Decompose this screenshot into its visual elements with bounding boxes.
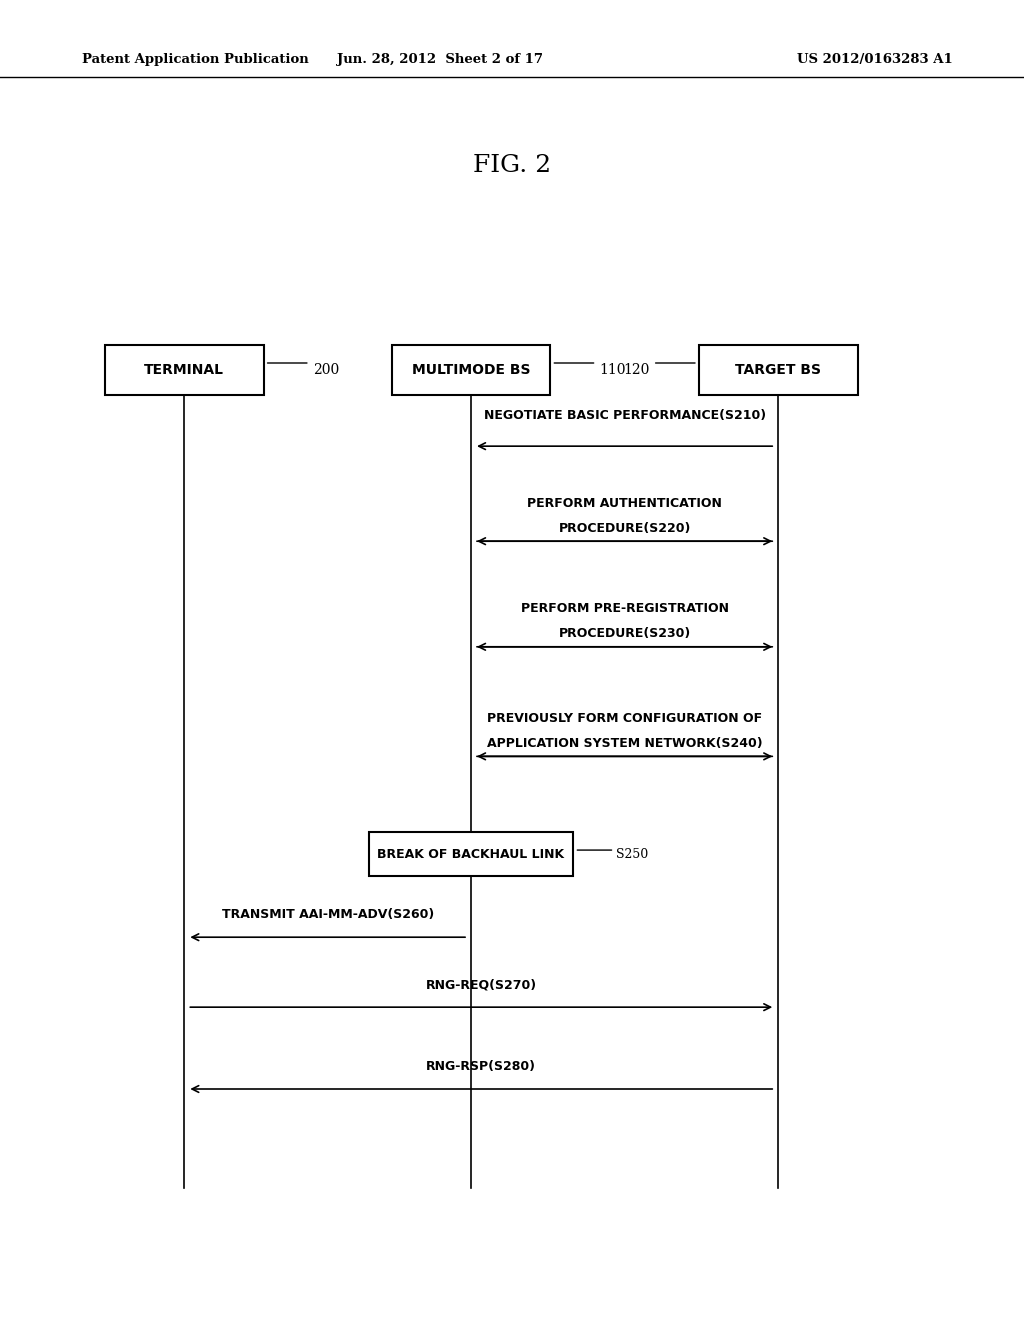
Text: TRANSMIT AAI-MM-ADV(S260): TRANSMIT AAI-MM-ADV(S260) — [221, 908, 434, 921]
Text: TARGET BS: TARGET BS — [735, 363, 821, 376]
Text: PREVIOUSLY FORM CONFIGURATION OF: PREVIOUSLY FORM CONFIGURATION OF — [487, 711, 762, 725]
Text: TERMINAL: TERMINAL — [144, 363, 224, 376]
Text: Jun. 28, 2012  Sheet 2 of 17: Jun. 28, 2012 Sheet 2 of 17 — [337, 53, 544, 66]
FancyBboxPatch shape — [104, 345, 264, 395]
Text: APPLICATION SYSTEM NETWORK(S240): APPLICATION SYSTEM NETWORK(S240) — [486, 737, 763, 750]
Text: BREAK OF BACKHAUL LINK: BREAK OF BACKHAUL LINK — [378, 847, 564, 861]
Text: RNG-RSP(S280): RNG-RSP(S280) — [426, 1060, 537, 1073]
Text: 200: 200 — [313, 363, 339, 376]
FancyBboxPatch shape — [391, 345, 551, 395]
Text: PROCEDURE(S220): PROCEDURE(S220) — [558, 521, 691, 535]
Text: FIG. 2: FIG. 2 — [473, 153, 551, 177]
Text: PERFORM PRE-REGISTRATION: PERFORM PRE-REGISTRATION — [520, 602, 729, 615]
FancyBboxPatch shape — [369, 832, 573, 876]
Text: NEGOTIATE BASIC PERFORMANCE(S210): NEGOTIATE BASIC PERFORMANCE(S210) — [483, 409, 766, 422]
Text: US 2012/0163283 A1: US 2012/0163283 A1 — [797, 53, 952, 66]
Text: S250: S250 — [616, 847, 648, 861]
Text: MULTIMODE BS: MULTIMODE BS — [412, 363, 530, 376]
Text: RNG-REQ(S270): RNG-REQ(S270) — [426, 978, 537, 991]
Text: 110: 110 — [600, 363, 626, 376]
FancyBboxPatch shape — [698, 345, 858, 395]
Text: PERFORM AUTHENTICATION: PERFORM AUTHENTICATION — [527, 496, 722, 510]
Text: Patent Application Publication: Patent Application Publication — [82, 53, 308, 66]
Text: 120: 120 — [624, 363, 649, 376]
Text: PROCEDURE(S230): PROCEDURE(S230) — [558, 627, 691, 640]
